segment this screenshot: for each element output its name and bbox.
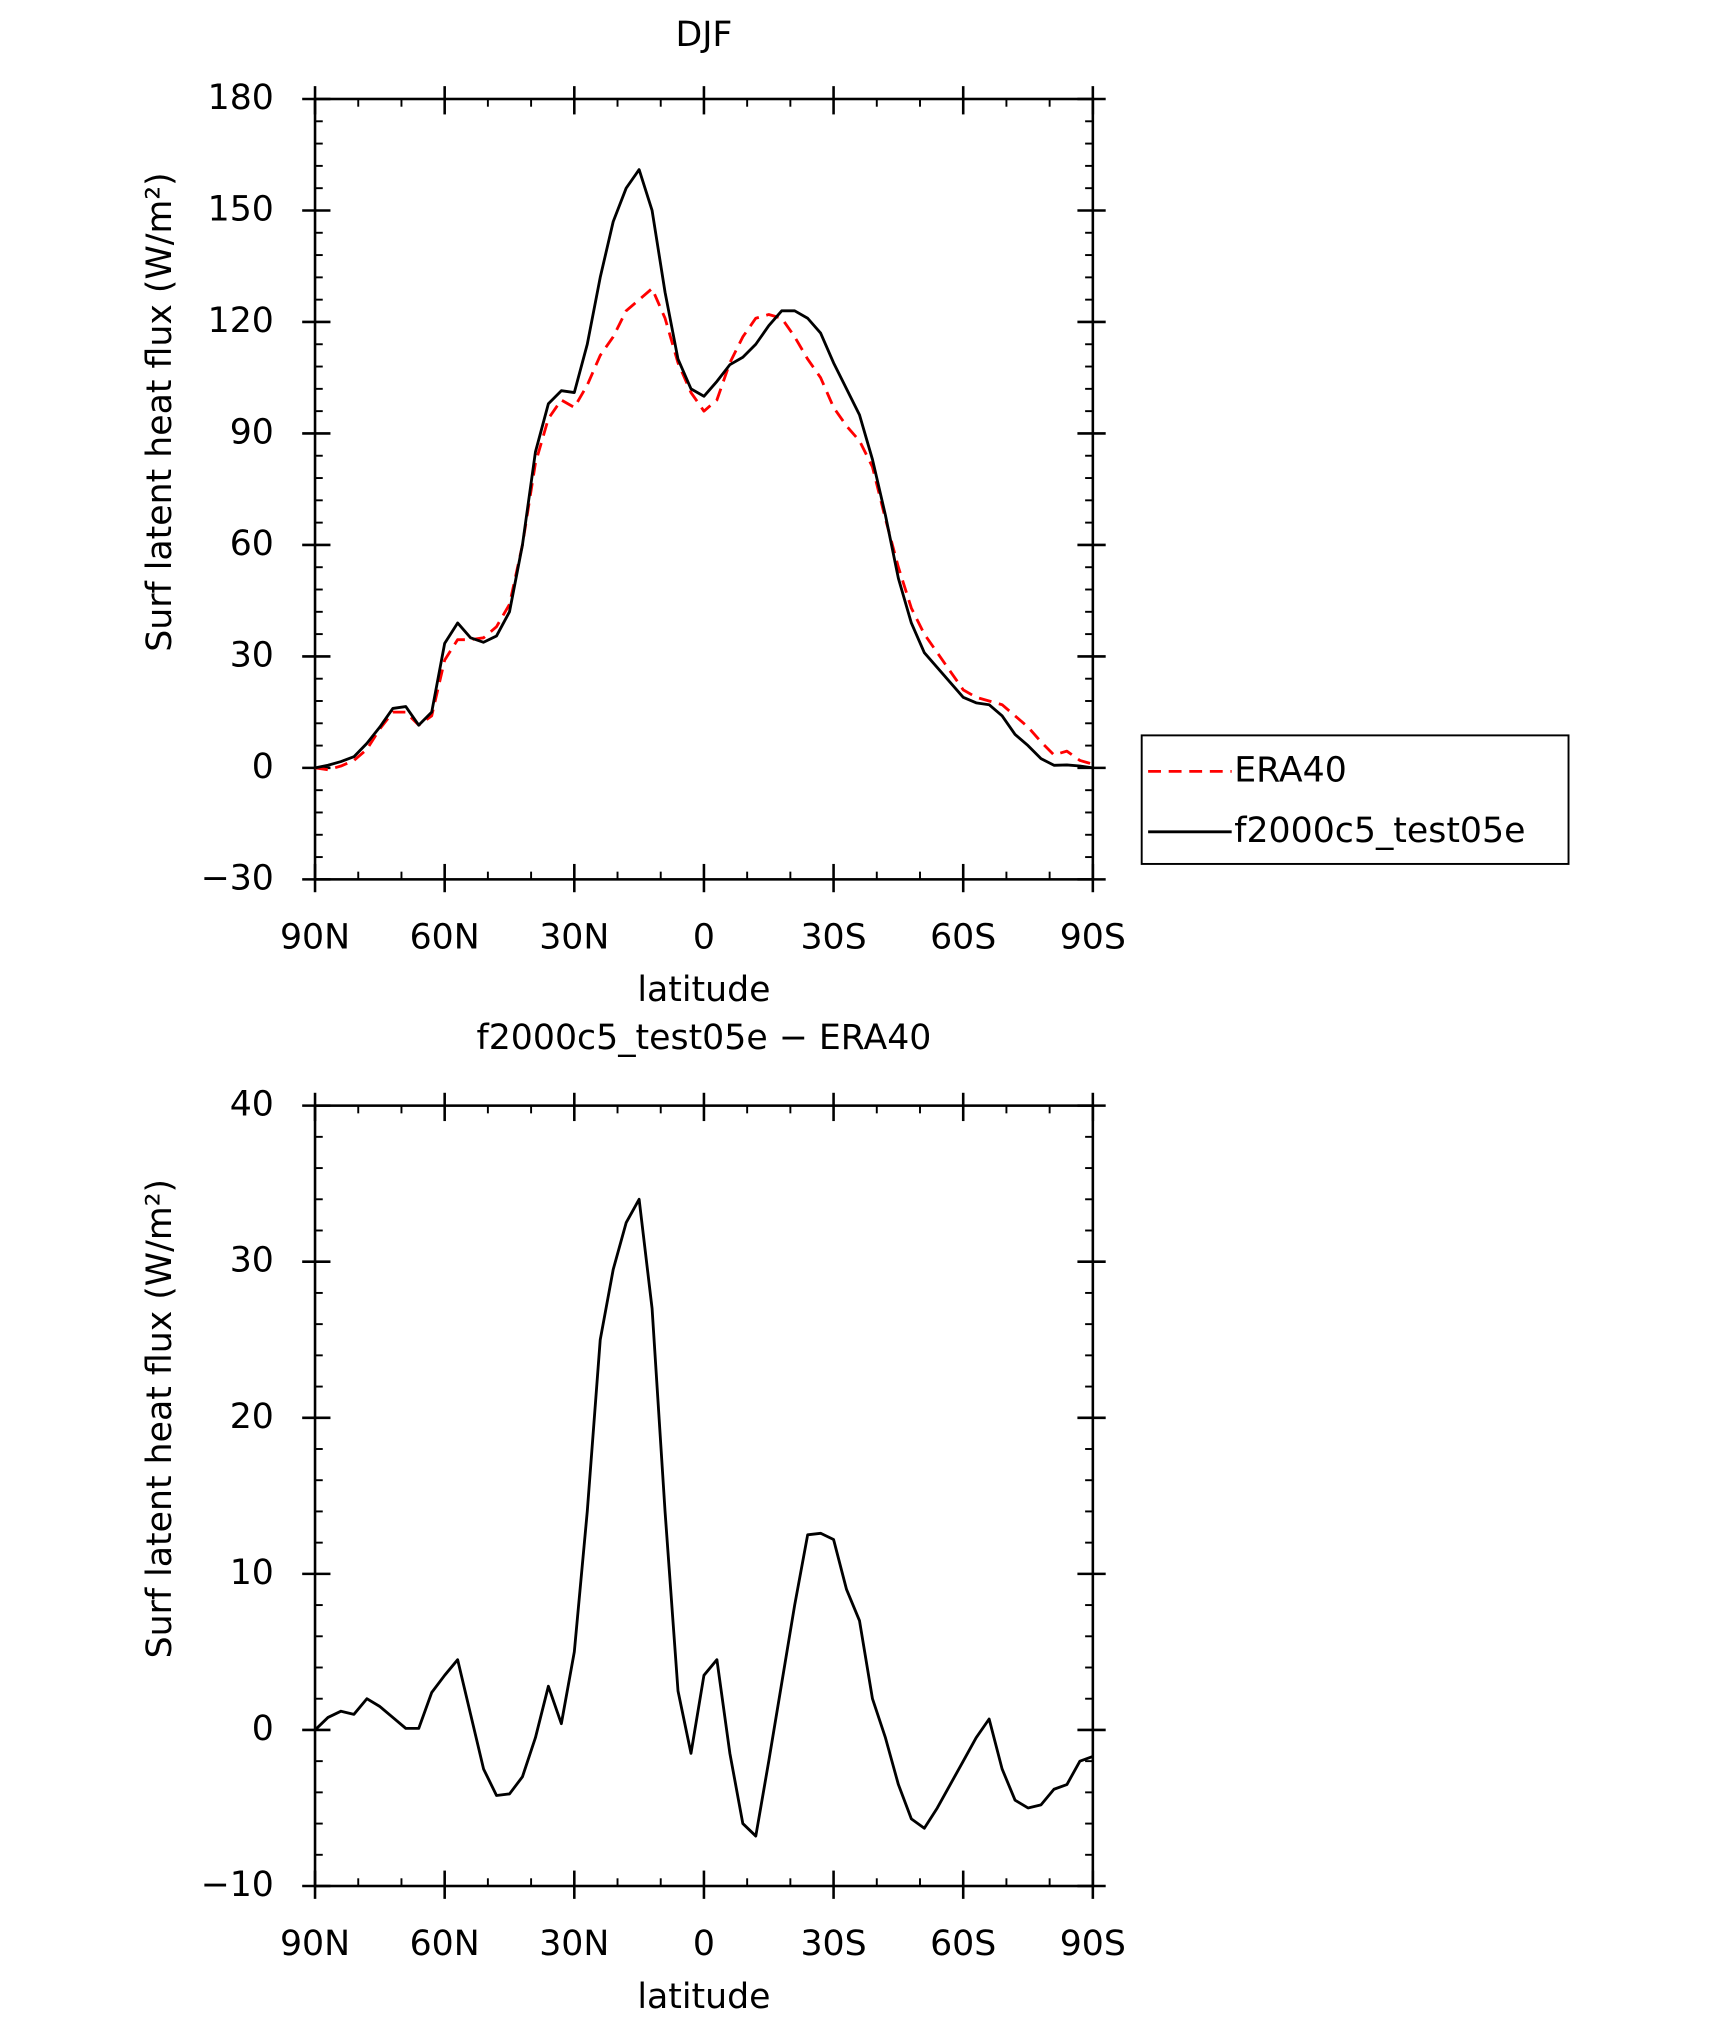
y-tick-label: 30: [230, 635, 274, 675]
y-tick-label: −30: [201, 858, 274, 898]
plot-frame: [313, 97, 1095, 881]
legend-box: [1140, 734, 1570, 865]
x-tick-label: 60S: [930, 1924, 996, 1964]
y-tick-label: 90: [230, 412, 274, 452]
x-tick-label: 0: [693, 1924, 715, 1964]
chart-title: f2000c5_test05e − ERA40: [477, 1018, 932, 1058]
x-tick-label: 60N: [410, 918, 480, 958]
y-tick-label: 40: [230, 1085, 274, 1125]
y-tick-label: 60: [230, 524, 274, 564]
y-tick-label: 120: [208, 301, 274, 341]
y-tick-label: 20: [230, 1397, 274, 1437]
x-tick-label: 90N: [280, 918, 350, 958]
chart-title: DJF: [675, 15, 732, 55]
y-tick-label: 0: [252, 747, 274, 787]
data-line: [314, 287, 1094, 772]
x-tick-label: 30N: [539, 918, 609, 958]
data-line: [314, 1197, 1094, 1838]
legend-label: f2000c5_test05e: [1234, 811, 1525, 851]
chart-panel: DJF latitude Surf latent heat flux (W/m²) −…: [140, 15, 1570, 1010]
data-line: [314, 168, 1094, 770]
x-tick-label: 90S: [1060, 918, 1126, 958]
x-tick-label: 30S: [800, 918, 866, 958]
chart-panel: f2000c5_test05e − ERA40 latitude Surf late…: [140, 1018, 1126, 2017]
y-tick-label: 10: [230, 1553, 274, 1593]
x-tick-label: 30S: [800, 1924, 866, 1964]
y-axis-label: Surf latent heat flux (W/m²): [140, 1179, 180, 1659]
x-tick-label: 90N: [280, 1924, 350, 1964]
x-axis-label: latitude: [637, 970, 770, 1010]
legend-label: ERA40: [1234, 750, 1347, 790]
x-tick-label: 90S: [1060, 1924, 1126, 1964]
y-tick-label: 180: [208, 78, 274, 118]
x-tick-label: 0: [693, 918, 715, 958]
x-tick-label: 60S: [930, 918, 996, 958]
y-tick-label: 30: [230, 1241, 274, 1281]
y-tick-label: −10: [201, 1865, 274, 1905]
y-axis-label: Surf latent heat flux (W/m²): [140, 172, 180, 652]
x-tick-label: 60N: [410, 1924, 480, 1964]
x-tick-label: 30N: [539, 1924, 609, 1964]
y-tick-label: 0: [252, 1709, 274, 1749]
x-axis-label: latitude: [637, 1977, 770, 2017]
plot-frame: [313, 1104, 1095, 1888]
y-tick-label: 150: [208, 189, 274, 229]
